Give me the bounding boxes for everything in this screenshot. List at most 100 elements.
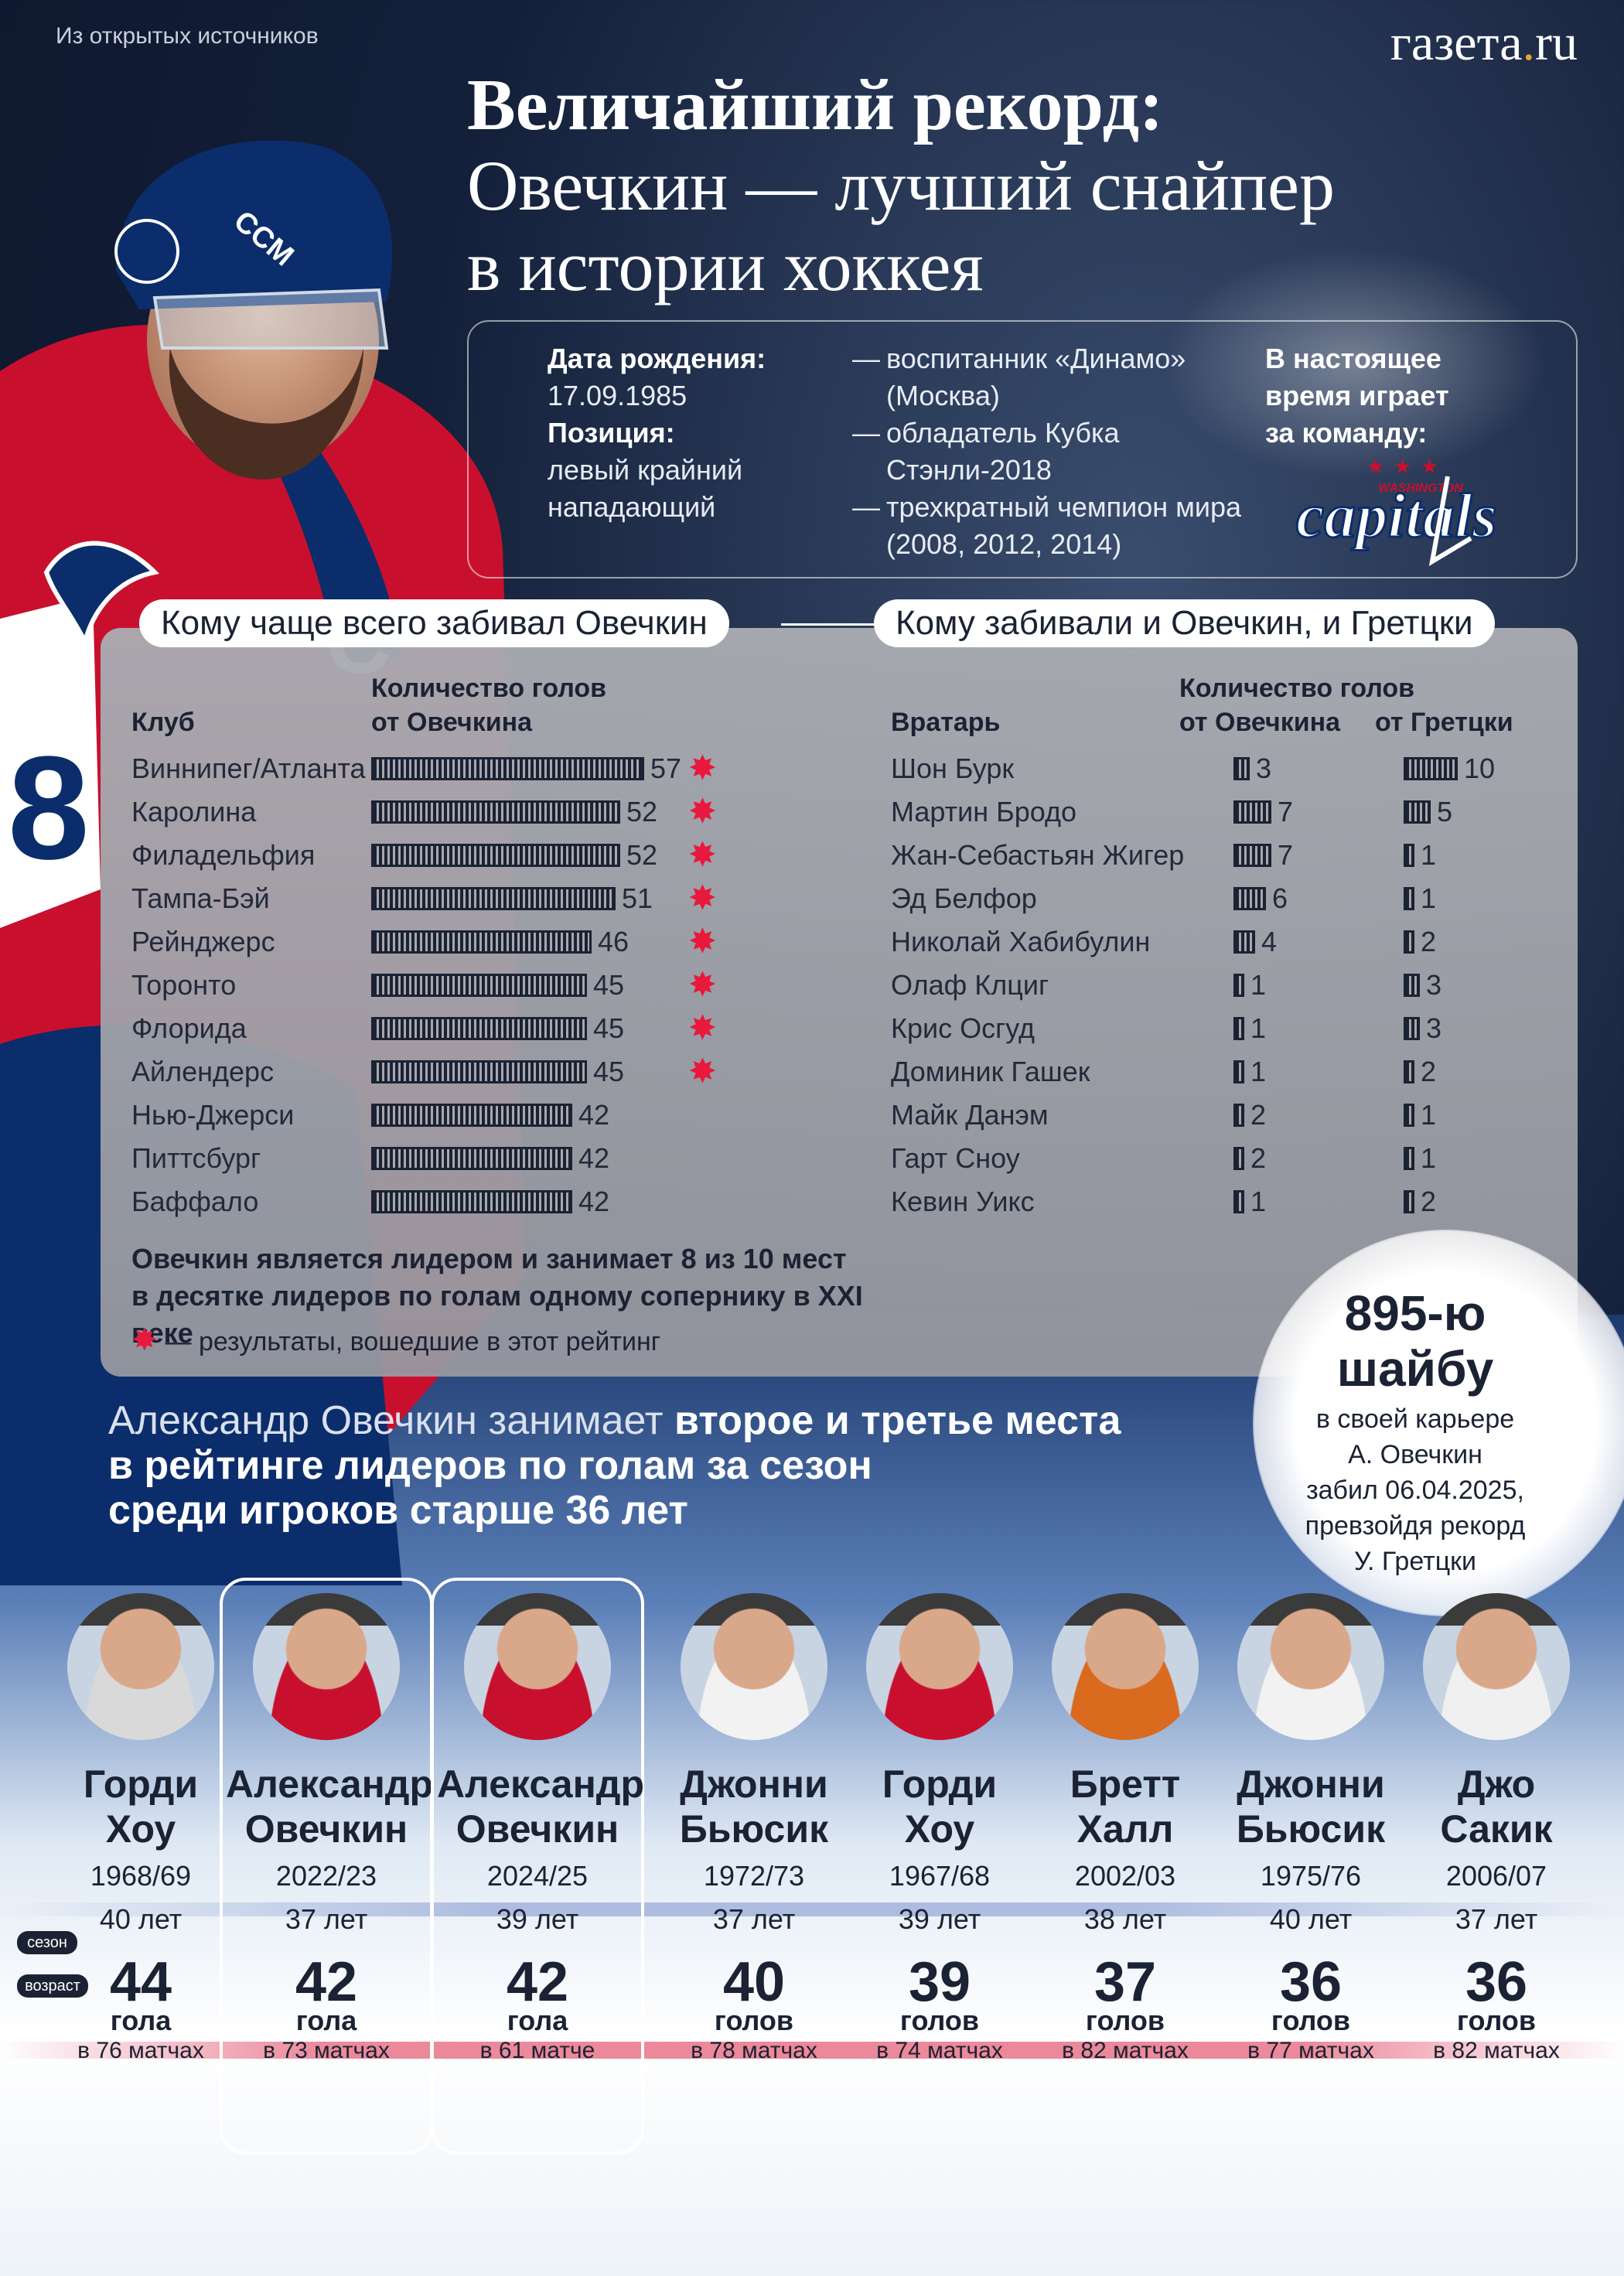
- player-season: 2006/07: [1445, 1860, 1547, 1892]
- bio-achievements: — воспитанник «Динамо» (Москва) — обладатель…: [852, 340, 1241, 563]
- goals-value: 51: [622, 882, 653, 914]
- capitals-star-3: ★: [1421, 455, 1438, 478]
- bubble-line-1: 895-ю: [1344, 1285, 1486, 1341]
- player-first-name: Джонни: [1237, 1762, 1385, 1806]
- bio-personal: Дата рождения: 17.09.1985 Позиция: левый…: [548, 340, 766, 526]
- player-last-name: Бьюсик: [1236, 1807, 1386, 1851]
- achievement-line: Стэнли-2018: [852, 452, 1241, 489]
- ovechkin-goals-value: 3: [1256, 752, 1272, 784]
- pill-right-table: Кому забивали и Овечкин, и Гретцки: [874, 599, 1495, 647]
- achievement-text: трехкратный чемпион мира: [886, 491, 1242, 523]
- ovechkin-goals-value: 2: [1250, 1142, 1267, 1174]
- goalie-name: Шон Бурк: [891, 752, 1015, 784]
- bubble-text-2: А. Овечкин: [1348, 1440, 1482, 1469]
- player-last-name: Бьюсик: [679, 1807, 829, 1851]
- ovechkin-goals-bar: [1233, 930, 1255, 954]
- achievement-dash: —: [852, 417, 880, 449]
- club-name: Флорида: [131, 1012, 247, 1044]
- player-goals: 37: [1093, 1951, 1157, 2013]
- gretzky-goals-bar: [1404, 1147, 1414, 1170]
- goals-value: 42: [578, 1186, 610, 1217]
- capitals-star-1: ★: [1366, 455, 1384, 478]
- logo-tld: ru: [1535, 15, 1578, 71]
- player-season: 2024/25: [486, 1860, 589, 1892]
- achievement-text: Стэнли-2018: [886, 454, 1052, 486]
- ovechkin-goals-value: 7: [1278, 839, 1294, 871]
- club-name: Питтсбург: [131, 1142, 261, 1174]
- goals-bar: [371, 887, 616, 910]
- player-name: Горди Хоу: [839, 1762, 1040, 1851]
- col-goals-header-2: от Овечкина: [371, 708, 533, 737]
- age-tag: возраст: [17, 1974, 88, 1998]
- logo-main: газета: [1390, 15, 1523, 71]
- goalie-name: Майк Данэм: [891, 1099, 1049, 1131]
- ovechkin-goals-bar: [1233, 887, 1266, 910]
- goals-value: 46: [598, 926, 629, 957]
- goals-value: 45: [593, 969, 625, 1001]
- gretzky-goals-value: 3: [1426, 1012, 1442, 1044]
- season-head-bold-2: в рейтинге лидеров по голам за сезон: [108, 1443, 872, 1488]
- player-first-name: Джо: [1457, 1762, 1536, 1806]
- player-photo: [1423, 1593, 1570, 1740]
- col-goals-header-right: Количество голов: [1179, 674, 1415, 703]
- gretzky-goals-bar: [1404, 930, 1414, 954]
- player-last-name: Сакик: [1440, 1807, 1553, 1851]
- team-line-2: время играет: [1265, 380, 1449, 411]
- club-name: Нью-Джерси: [131, 1099, 295, 1131]
- goals-bar: [371, 800, 620, 824]
- ice-blue-line: [0, 1902, 1624, 1916]
- svg-text:8: 8: [8, 726, 90, 890]
- player-goals: 42: [295, 1951, 358, 2013]
- player-first-name: Джонни: [680, 1762, 828, 1806]
- player-age: 40 лет: [99, 1903, 183, 1935]
- ovechkin-goals-bar: [1233, 1060, 1244, 1083]
- player-name: Джонни Бьюсик: [1210, 1762, 1411, 1851]
- col-ovechkin-header: от Овечкина: [1179, 708, 1341, 737]
- goals-value: 42: [578, 1142, 610, 1174]
- goals-value: 52: [626, 796, 658, 827]
- player-matches: в 78 матчах: [691, 2038, 817, 2063]
- capitals-logo: ★ ★ ★ WASHINGTON capitals: [1295, 455, 1498, 566]
- player-season: 2002/03: [1074, 1860, 1176, 1892]
- goalie-name: Доминик Гашек: [891, 1056, 1090, 1087]
- player-first-name: Горди: [882, 1762, 998, 1806]
- note-line-2: в десятке лидеров по голам одному соперн…: [131, 1280, 863, 1349]
- goals-value: 42: [578, 1099, 610, 1131]
- player-season: 1968/69: [90, 1860, 192, 1892]
- season-head-light: Александр Овечкин занимает: [108, 1398, 675, 1443]
- player-goals-word: гола: [507, 2005, 568, 2036]
- legend-text: — результаты, вошедшие в этот рейтинг: [165, 1327, 661, 1356]
- ovechkin-goals-value: 1: [1250, 1186, 1267, 1217]
- gretzky-goals-value: 2: [1421, 926, 1437, 957]
- player-goals: 39: [908, 1951, 971, 2013]
- ovechkin-goals-value: 1: [1250, 1056, 1267, 1087]
- goals-bar: [371, 757, 644, 780]
- player-matches: в 73 матчах: [263, 2038, 390, 2063]
- player-last-name: Овечкин: [455, 1807, 619, 1851]
- player-first-name: Александр: [437, 1762, 645, 1806]
- achievement-dash: [852, 526, 886, 563]
- achievement-line: — трехкратный чемпион мира: [852, 489, 1241, 526]
- player-name: Джонни Бьюсик: [653, 1762, 855, 1851]
- ice-red-line: [0, 2042, 1624, 2059]
- player-age: 40 лет: [1269, 1903, 1353, 1935]
- gazeta-logo[interactable]: газета.ru: [1390, 14, 1578, 73]
- player-photo: [67, 1593, 214, 1740]
- gretzky-goals-value: 2: [1421, 1056, 1437, 1087]
- ovechkin-goals-bar: [1233, 844, 1271, 867]
- player-name: Александр Овечкин: [437, 1762, 644, 1851]
- ovechkin-goals-bar: [1233, 800, 1271, 824]
- club-name: Филадельфия: [131, 839, 316, 871]
- player-first-name: Горди: [83, 1762, 199, 1806]
- goalie-name: Крис Осгуд: [891, 1012, 1035, 1044]
- player-age: 37 лет: [285, 1903, 368, 1935]
- club-name: Виннипег/Атланта: [131, 752, 366, 784]
- ovechkin-goals-bar: [1233, 1147, 1244, 1170]
- achievement-text: обладатель Кубка: [886, 417, 1120, 449]
- player-name: Джо Сакик: [1396, 1762, 1597, 1851]
- ranking-star-icon: ✸: [688, 1009, 717, 1047]
- capitals-logo-top: WASHINGTON: [1378, 482, 1463, 495]
- ovechkin-goals-bar: [1233, 1017, 1244, 1040]
- source-note: Из открытых источников: [56, 23, 319, 49]
- player-card: Джонни Бьюсик 1972/73 37 лет 40 голов в 78 мат…: [653, 1593, 855, 2068]
